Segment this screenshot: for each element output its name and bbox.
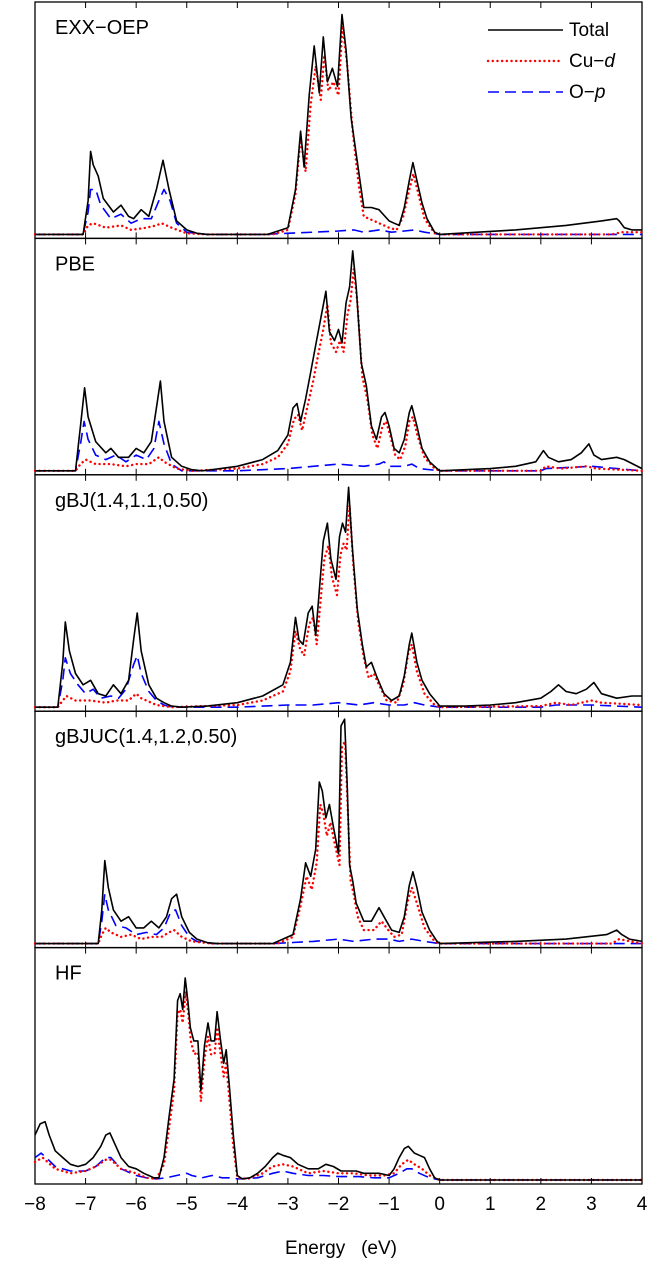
series-o-p-line: [35, 654, 643, 708]
x-axis-label: Energy (eV): [285, 1238, 397, 1259]
legend-label: Total: [569, 20, 609, 41]
series-total-line: [35, 13, 642, 236]
series-o-p-line: [35, 420, 643, 472]
panel-label: PBE: [55, 253, 95, 275]
series-cu-d-line: [33, 740, 644, 945]
panel-label: HF: [55, 963, 82, 985]
series-total-line: [35, 718, 643, 945]
x-tick-label: 3: [586, 1194, 597, 1215]
series-o-p-line: [34, 1152, 642, 1181]
series-total-line: [35, 486, 642, 708]
legend-label: O−p: [569, 82, 605, 103]
x-tick-label: 4: [637, 1194, 648, 1215]
x-tick-label: −2: [328, 1194, 350, 1215]
panel-label: EXX−OEP: [55, 17, 149, 39]
x-tick-label: −1: [378, 1194, 400, 1215]
panel-4: gBJUC(1.4,1.2,0.50): [33, 710, 644, 949]
series-total-line: [35, 250, 643, 472]
legend-label: Cu−d: [569, 51, 616, 72]
series-total-line: [34, 977, 642, 1181]
panel-1: EXX−OEP: [33, 1, 644, 240]
panel-label: gBJUC(1.4,1.2,0.50): [55, 726, 237, 748]
x-tick-label: 0: [434, 1194, 445, 1215]
legend: Total Cu−d O−p: [486, 20, 616, 103]
series-cu-d-line: [33, 24, 644, 236]
panel-frame: [34, 237, 643, 476]
x-tick-label: −8: [24, 1194, 46, 1215]
panel-5: HF: [33, 946, 644, 1185]
series-o-p-line: [35, 188, 642, 236]
panel-2: PBE: [33, 237, 644, 476]
x-tick-label: −3: [277, 1194, 299, 1215]
x-tick-label: 1: [485, 1194, 496, 1215]
series-o-p-line: [35, 893, 642, 945]
x-tick-label: −6: [125, 1194, 147, 1215]
x-axis: −8 −7 −6 −5 −4 −3 −2 −1 0 1 2 3 4: [24, 1194, 648, 1215]
x-tick-label: 2: [536, 1194, 547, 1215]
panel-frame: [34, 946, 643, 1185]
series-cu-d-line: [33, 267, 644, 472]
series-cu-d-line: [33, 990, 644, 1182]
series-cu-d-line: [33, 504, 644, 709]
panels-group: EXX−OEP PBE gBJ(1.4,1.1,0.50) gBJUC(1.4,1.2…: [33, 1, 644, 1185]
x-tick-label: −7: [75, 1194, 97, 1215]
x-tick-label: −4: [226, 1194, 248, 1215]
x-tick-label: −5: [176, 1194, 198, 1215]
panel-label: gBJ(1.4,1.1,0.50): [55, 490, 208, 512]
panel-3: gBJ(1.4,1.1,0.50): [33, 474, 644, 712]
